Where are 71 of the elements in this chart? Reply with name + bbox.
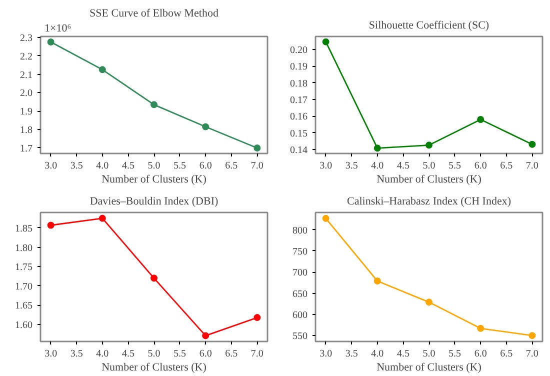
y-tick-label: 1.80 [15,242,32,254]
x-tick-label: 5.5 [448,160,462,172]
y-tick-label: 1.60 [15,320,32,332]
x-tick-label: 6.5 [500,348,513,360]
x-tick-label: 7.0 [250,348,264,360]
x-tick-label: 4.5 [122,160,134,172]
x-tick-label: 5.5 [174,160,186,172]
x-tick-label: 5.5 [448,348,462,360]
x-tick-label: 3.0 [320,160,332,172]
y-tick-label: 2.1 [20,70,32,81]
x-tick-label: 4.5 [396,348,410,360]
y-tick-label: 1.70 [15,281,32,292]
x-tick-label: 6.0 [474,348,487,360]
x-tick-label: 6.5 [225,348,238,360]
x-tick-label: 4.5 [396,160,410,172]
x-tick-label: 4.0 [96,348,109,360]
x-tick-label: 7.0 [526,160,538,172]
y-tick-label: 1.9 [20,106,32,118]
chart-title: Davies–Bouldin Index (DBI) [90,196,218,208]
x-tick-label: 6.0 [199,348,212,360]
chart-title: Silhouette Coefficient (SC) [368,20,490,32]
y-tick-label: 0.17 [290,95,308,106]
y-tick-label: 650 [292,288,308,300]
y-tick-label: 750 [292,246,308,258]
x-tick-label: 5.5 [174,348,186,360]
x-tick-label: 6.0 [199,160,212,172]
y-tick-label: 1.7 [20,143,32,154]
x-tick-label: 5.0 [148,348,160,360]
x-tick-label: 4.0 [371,160,384,172]
x-tick-label: 3.0 [44,160,58,172]
y-tick-label: 800 [292,225,308,236]
x-tick-label: 4.5 [122,348,134,360]
x-axis-title: Number of Clusters (K) [376,174,482,186]
y-tick-label: 700 [292,268,308,279]
y-tick-label: 1.65 [15,300,32,312]
y-tick-label: 2.0 [20,88,32,100]
x-tick-label: 3.0 [44,348,58,360]
x-tick-label: 7.0 [250,160,264,172]
chart-title: SSE Curve of Elbow Method [90,8,219,20]
x-tick-label: 6.0 [474,160,487,172]
y-tick-label: 600 [292,310,308,321]
x-tick-label: 3.5 [70,160,83,172]
x-tick-label: 4.0 [96,160,109,172]
y-tick-label: 0.18 [290,78,308,90]
x-tick-label: 4.0 [371,348,384,360]
y-tick-label: 0.15 [290,128,308,140]
x-tick-label: 5.0 [422,348,436,360]
y-tick-label: 2.3 [20,32,32,44]
x-tick-label: 7.0 [526,348,538,360]
y-tick-label: 0.14 [290,145,308,156]
x-tick-label: 5.0 [148,160,160,172]
x-axis-title: Number of Clusters (K) [376,362,482,374]
x-tick-label: 3.5 [70,348,83,360]
y-tick-label: 1.8 [20,125,32,136]
x-tick-label: 6.5 [500,160,513,172]
x-tick-label: 5.0 [422,160,436,172]
x-axis-title: Number of Clusters (K) [102,174,207,186]
chart-title: Calinski–Harabasz Index (CH Index) [346,196,512,208]
x-tick-label: 3.5 [345,160,358,172]
x-axis-title: Number of Clusters (K) [102,362,207,374]
y-tick-label: 0.20 [290,45,308,56]
x-tick-label: 3.0 [320,348,332,360]
y-tick-label: 1.85 [15,223,32,234]
y-tick-label: 550 [292,331,308,342]
y-tick-label: 0.16 [290,112,308,123]
y-tick-label: 2.2 [20,51,32,62]
y-tick-label: 1.75 [15,262,32,274]
x-tick-label: 6.5 [225,160,238,172]
x-tick-label: 3.5 [345,348,358,360]
y-tick-label: 0.19 [290,62,308,73]
text: 1×10⁶ [44,22,72,34]
